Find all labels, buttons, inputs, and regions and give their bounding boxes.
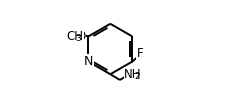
Text: N: N	[84, 55, 93, 68]
Text: CH: CH	[66, 30, 83, 43]
Text: NH: NH	[124, 68, 142, 81]
Text: 3: 3	[75, 34, 81, 43]
Text: F: F	[137, 47, 143, 60]
Text: 2: 2	[135, 72, 140, 81]
Text: O: O	[76, 30, 85, 43]
